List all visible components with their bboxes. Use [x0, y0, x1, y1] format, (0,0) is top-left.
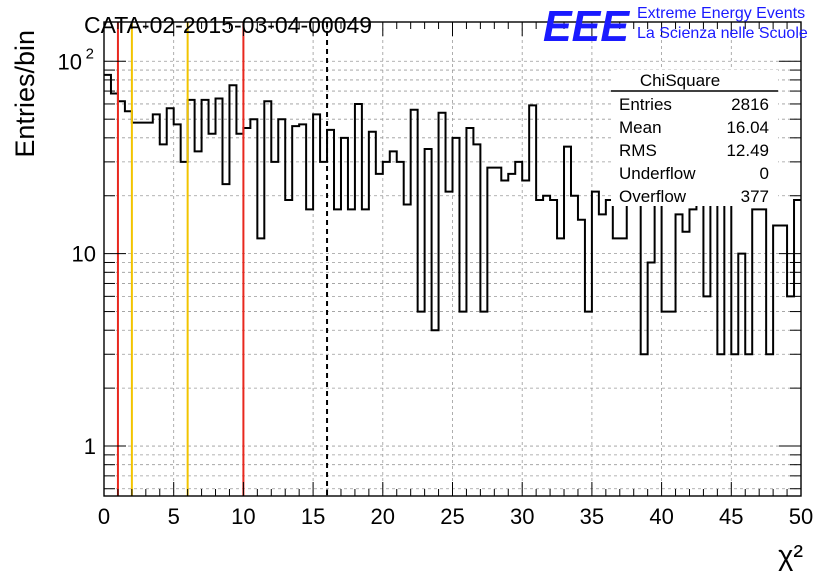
stats-row-value: 377 — [741, 187, 769, 206]
y-axis-label: Entries/bin — [10, 30, 40, 158]
y-tick-label: 1 — [84, 434, 96, 459]
stats-row-value: 16.04 — [726, 118, 769, 137]
y-tick-label: 10 — [72, 242, 96, 267]
vertical-markers — [116, 22, 329, 496]
x-tick-label: 35 — [580, 504, 604, 529]
stats-row-label: Entries — [619, 95, 672, 114]
x-tick-labels: 0 5 10 15 20 25 30 35 40 45 50 — [98, 504, 813, 529]
histogram-series — [104, 73, 801, 356]
stats-box-background — [611, 70, 778, 206]
stats-row-value: 12.49 — [726, 141, 769, 160]
axis-ticks — [103, 22, 802, 496]
x-tick-label: 30 — [510, 504, 534, 529]
x-tick-label: 15 — [301, 504, 325, 529]
x-axis-label: χ² — [778, 540, 803, 572]
x-tick-label: 40 — [649, 504, 673, 529]
x-tick-label: 50 — [789, 504, 813, 529]
stats-row-label: RMS — [619, 141, 657, 160]
eee-logo: EEE Extreme Energy Events La Scienza nel… — [543, 2, 808, 51]
eee-logo-line2: La Scienza nelle Scuole — [637, 25, 808, 42]
stats-row-value: 0 — [760, 164, 769, 183]
x-tick-label: 25 — [440, 504, 464, 529]
x-tick-label: 45 — [719, 504, 743, 529]
stats-box: ChiSquare Entries 2816 Mean 16.04 RMS 12.49 Un… — [611, 70, 778, 206]
histogram-steps — [104, 73, 801, 356]
x-tick-label: 10 — [231, 504, 255, 529]
x-tick-label: 0 — [98, 504, 110, 529]
eee-logo-mark: EEE — [543, 2, 631, 51]
eee-logo-line1: Extreme Energy Events — [637, 5, 805, 22]
stats-row-value: 2816 — [731, 95, 769, 114]
x-tick-label: 20 — [371, 504, 395, 529]
stats-box-title: ChiSquare — [640, 71, 720, 90]
stats-row-label: Mean — [619, 118, 662, 137]
y-tick-label: 10 — [58, 49, 82, 74]
chart-title: CATA-02-2015-03-04-00049 — [84, 12, 372, 38]
y-tick-label-exponent: 2 — [86, 45, 94, 62]
stats-row-label: Overflow — [619, 187, 687, 206]
stats-row-label: Underflow — [619, 164, 696, 183]
x-tick-label: 5 — [168, 504, 180, 529]
grid — [104, 22, 801, 496]
